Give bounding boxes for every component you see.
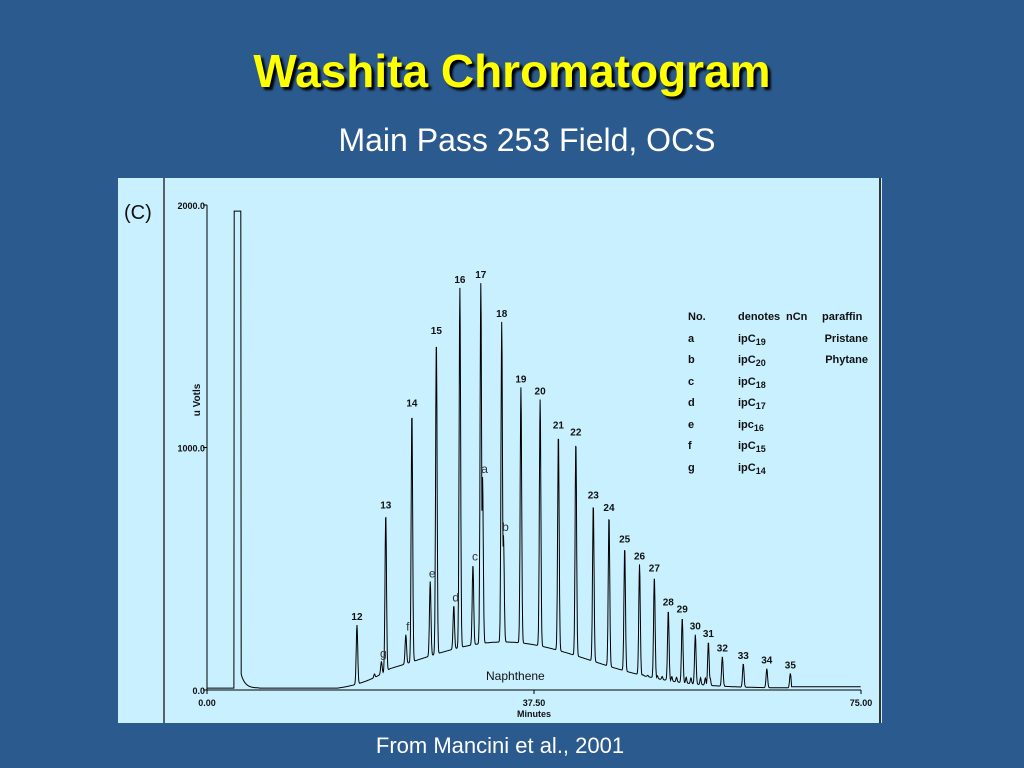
legend-row: d ipC17 xyxy=(688,397,868,419)
peak-label-24: 24 xyxy=(603,503,615,514)
isoprenoid-label-g: g xyxy=(380,646,387,660)
legend-paraffin-name: Phytane xyxy=(825,354,868,366)
isoprenoid-label-b: b xyxy=(502,520,509,534)
peak-label-14: 14 xyxy=(406,399,418,410)
peak-label-13: 13 xyxy=(380,500,392,511)
y-tick-label: 1000.0 xyxy=(177,444,205,454)
legend-key: b xyxy=(688,354,695,366)
isoprenoid-label-d: d xyxy=(452,591,459,605)
x-tick-label: 37.50 xyxy=(523,698,546,708)
slide-title: Washita Chromatogram xyxy=(253,45,771,97)
peak-label-33: 33 xyxy=(738,651,750,662)
peak-label-21: 21 xyxy=(553,420,565,431)
y-tick-label: 0.0 xyxy=(192,686,205,696)
legend-header: No. denotes nCn paraffin xyxy=(688,311,868,333)
peak-label-12: 12 xyxy=(351,612,363,623)
legend-row: g ipC14 xyxy=(688,462,868,484)
peak-label-16: 16 xyxy=(454,275,466,286)
legend-header-denotes: denotes xyxy=(738,311,781,323)
legend-denotes: ipC15 xyxy=(738,440,766,455)
legend-key: g xyxy=(688,461,695,474)
y-axis-label: u Votls xyxy=(192,383,203,416)
peak-label-25: 25 xyxy=(619,534,631,545)
isoprenoid-label-c: c xyxy=(472,549,478,563)
peak-label-28: 28 xyxy=(663,597,675,608)
x-tick-label: 75.00 xyxy=(850,698,873,708)
legend-denotes: ipC17 xyxy=(738,397,766,412)
peak-label-29: 29 xyxy=(677,605,689,616)
peak-label-20: 20 xyxy=(535,386,547,397)
peak-label-31: 31 xyxy=(703,629,715,640)
chromatogram-trace xyxy=(207,210,861,689)
legend-denotes: ipC19 xyxy=(738,332,766,347)
legend-header-no: No. xyxy=(688,311,706,323)
legend-paraffin-name: Pristane xyxy=(824,332,868,345)
peak-label-27: 27 xyxy=(649,563,661,574)
citation: From Mancini et al., 2001 xyxy=(375,733,625,758)
legend-row: b ipC20 Phytane xyxy=(688,354,868,376)
legend-key: f xyxy=(688,440,692,452)
peak-label-17: 17 xyxy=(475,270,487,281)
chromatogram-figure: (C) 0.0 1000.0 2000.0 0.00 37.50 75.00 Minutes… xyxy=(118,178,882,723)
legend-row: f ipC15 xyxy=(688,440,868,462)
x-axis-label: Minutes xyxy=(517,709,551,719)
legend-key: e xyxy=(688,418,695,431)
naphthene-annotation: Naphthene xyxy=(486,669,545,683)
panel-label: (C) xyxy=(124,202,152,224)
legend-row: a ipC19 Pristane xyxy=(688,333,868,355)
legend-row: e ipc16 xyxy=(688,419,868,441)
legend-denotes: ipc16 xyxy=(738,418,764,433)
legend-key: c xyxy=(688,375,695,388)
legend-denotes: ipC18 xyxy=(738,375,766,390)
peak-label-32: 32 xyxy=(717,643,729,654)
peak-label-35: 35 xyxy=(785,660,797,671)
peak-label-26: 26 xyxy=(634,551,646,562)
chromatogram-chart: 0.0 1000.0 2000.0 0.00 37.50 75.00 Minutes u Vo… xyxy=(163,178,881,723)
legend-key: d xyxy=(688,397,695,409)
peak-label-30: 30 xyxy=(690,622,702,633)
peak-label-18: 18 xyxy=(496,309,508,320)
peak-label-23: 23 xyxy=(588,491,600,502)
legend-denotes: ipC14 xyxy=(738,461,766,476)
isoprenoid-label-e: e xyxy=(429,566,436,580)
legend-header-paraffin: paraffin xyxy=(822,311,863,323)
legend: No. denotes nCn paraffin a ipC19 Pristane b… xyxy=(688,311,868,483)
x-tick-label: 0.00 xyxy=(198,698,216,708)
isoprenoid-label-a: a xyxy=(481,462,488,476)
legend-key: a xyxy=(688,332,695,345)
legend-denotes: ipC20 xyxy=(738,354,766,369)
legend-header-ncn: nCn xyxy=(786,311,808,323)
peak-label-19: 19 xyxy=(515,374,527,385)
peak-label-15: 15 xyxy=(431,326,443,337)
isoprenoid-label-f: f xyxy=(406,620,410,634)
y-tick-label: 2000.0 xyxy=(177,201,205,211)
peak-label-34: 34 xyxy=(761,656,773,667)
slide-subtitle: Main Pass 253 Field, OCS xyxy=(338,122,716,158)
legend-row: c ipC18 xyxy=(688,376,868,398)
peak-label-22: 22 xyxy=(570,428,582,439)
